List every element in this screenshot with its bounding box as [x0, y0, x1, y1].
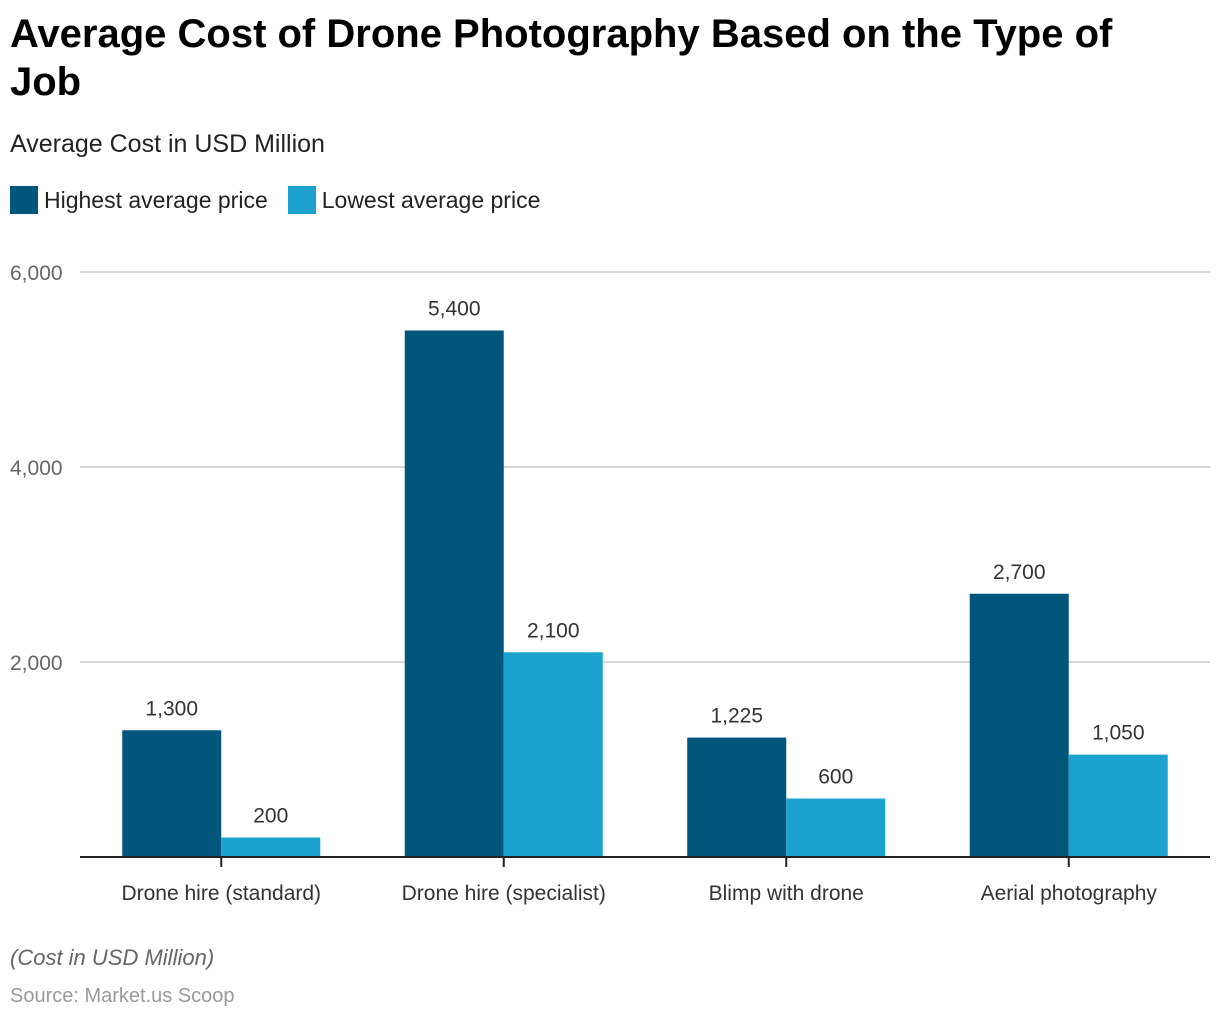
chart-source: Source: Market.us Scoop: [10, 985, 235, 1007]
data-label: 600: [818, 766, 853, 789]
data-label: 1,225: [710, 705, 763, 728]
x-tick-label: Blimp with drone: [709, 882, 864, 905]
bar: [786, 798, 886, 857]
legend-label-lowest: Lowest average price: [321, 186, 541, 213]
bar: [404, 330, 504, 857]
legend-swatch-lowest: [287, 186, 316, 214]
y-tick-label: 2,000: [10, 652, 63, 675]
x-tick-label: Drone hire (standard): [121, 882, 321, 905]
legend-swatch-highest: [10, 186, 38, 214]
chart-subtitle: Average Cost in USD Million: [10, 130, 325, 158]
bar: [221, 837, 321, 857]
legend-item-highest[interactable]: Highest average price: [10, 186, 268, 214]
legend-item-lowest[interactable]: Lowest average price: [287, 186, 541, 214]
data-label: 1,050: [1092, 722, 1145, 745]
bar: [503, 652, 603, 857]
y-tick-label: 4,000: [10, 457, 63, 480]
x-tick-label: Aerial photography: [981, 882, 1158, 905]
legend-label-highest: Highest average price: [44, 186, 268, 213]
chart-title: Average Cost of Drone Photography Based …: [10, 12, 1113, 104]
y-tick-label: 6,000: [10, 262, 63, 285]
chart-note: (Cost in USD Million): [10, 945, 215, 970]
bar: [1068, 754, 1168, 857]
x-tick-label: Drone hire (specialist): [402, 882, 606, 905]
data-label: 2,100: [527, 619, 580, 642]
bar: [122, 730, 222, 857]
data-label: 200: [253, 805, 288, 828]
bar: [687, 737, 787, 857]
data-label: 1,300: [145, 697, 198, 720]
data-label: 2,700: [993, 561, 1046, 584]
data-label: 5,400: [428, 298, 481, 321]
bar: [969, 593, 1069, 857]
legend: Highest average price Lowest average pri…: [10, 186, 560, 214]
